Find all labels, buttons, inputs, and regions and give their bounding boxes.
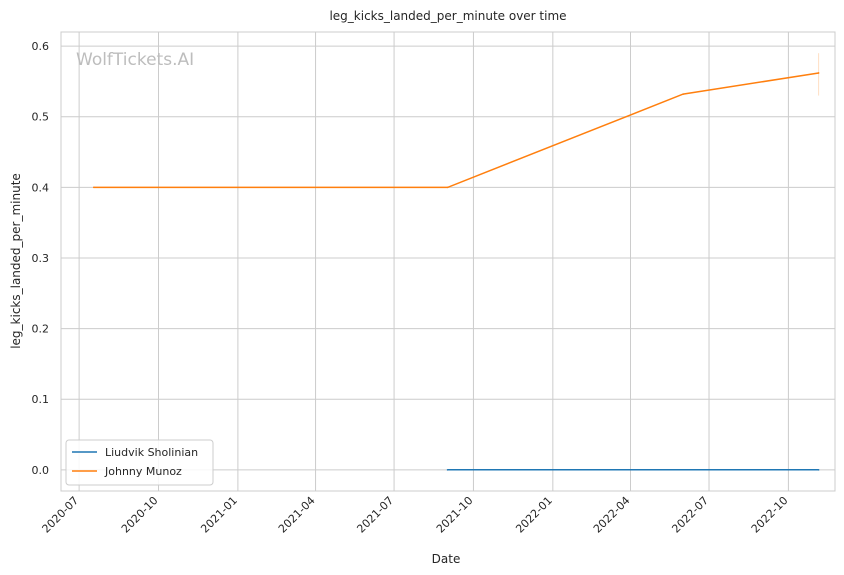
x-tick-label: 2022-04: [591, 494, 633, 536]
y-tick-label: 0.1: [32, 393, 50, 406]
x-tick-label: 2022-01: [513, 494, 555, 536]
y-tick-label: 0.6: [32, 40, 50, 53]
data-point-johnny-munoz: [682, 93, 684, 95]
y-tick-label: 0.5: [32, 111, 50, 124]
series-lines: [92, 53, 820, 471]
x-tick-label: 2022-07: [669, 494, 711, 536]
y-axis-ticks: 0.0 0.1 0.2 0.3 0.4 0.5 0.6: [32, 40, 50, 477]
plot-area: [60, 31, 836, 492]
grid-lines: [61, 32, 835, 491]
series-line-johnny-munoz: [93, 72, 819, 189]
legend-box: [65, 439, 214, 486]
x-axis-label: Date: [432, 552, 461, 566]
x-axis-ticks: 2020-07 2020-10 2021-01 2021-04 2021-07 2021-…: [40, 494, 791, 536]
x-tick-label: 2021-10: [434, 494, 476, 536]
x-tick-label: 2021-01: [198, 494, 240, 536]
data-point-johnny-munoz: [817, 72, 820, 74]
data-point-liudvik-sholinian: [446, 469, 449, 471]
y-tick-label: 0.2: [32, 323, 50, 336]
legend-label-johnny-munoz: Johnny Munoz: [104, 465, 182, 478]
data-point-johnny-munoz: [446, 186, 449, 189]
chart-title: leg_kicks_landed_per_minute over time: [329, 9, 566, 23]
x-tick-label: 2022-10: [749, 494, 791, 536]
y-axis-label: leg_kicks_landed_per_minute: [9, 173, 23, 349]
x-tick-label: 2020-07: [40, 494, 82, 536]
data-point-johnny-munoz: [92, 186, 95, 189]
legend-label-liudvik-sholinian: Liudvik Sholinian: [105, 446, 198, 459]
watermark: WolfTickets.AI: [76, 50, 194, 70]
x-tick-label: 2021-07: [354, 494, 396, 536]
y-tick-label: 0.0: [32, 464, 50, 477]
data-point-liudvik-sholinian: [817, 469, 820, 471]
legend: Liudvik Sholinian Johnny Munoz: [65, 439, 214, 486]
y-tick-label: 0.4: [32, 181, 50, 194]
x-tick-label: 2021-04: [276, 494, 318, 536]
y-tick-label: 0.3: [32, 252, 50, 265]
x-tick-label: 2020-10: [119, 494, 161, 536]
